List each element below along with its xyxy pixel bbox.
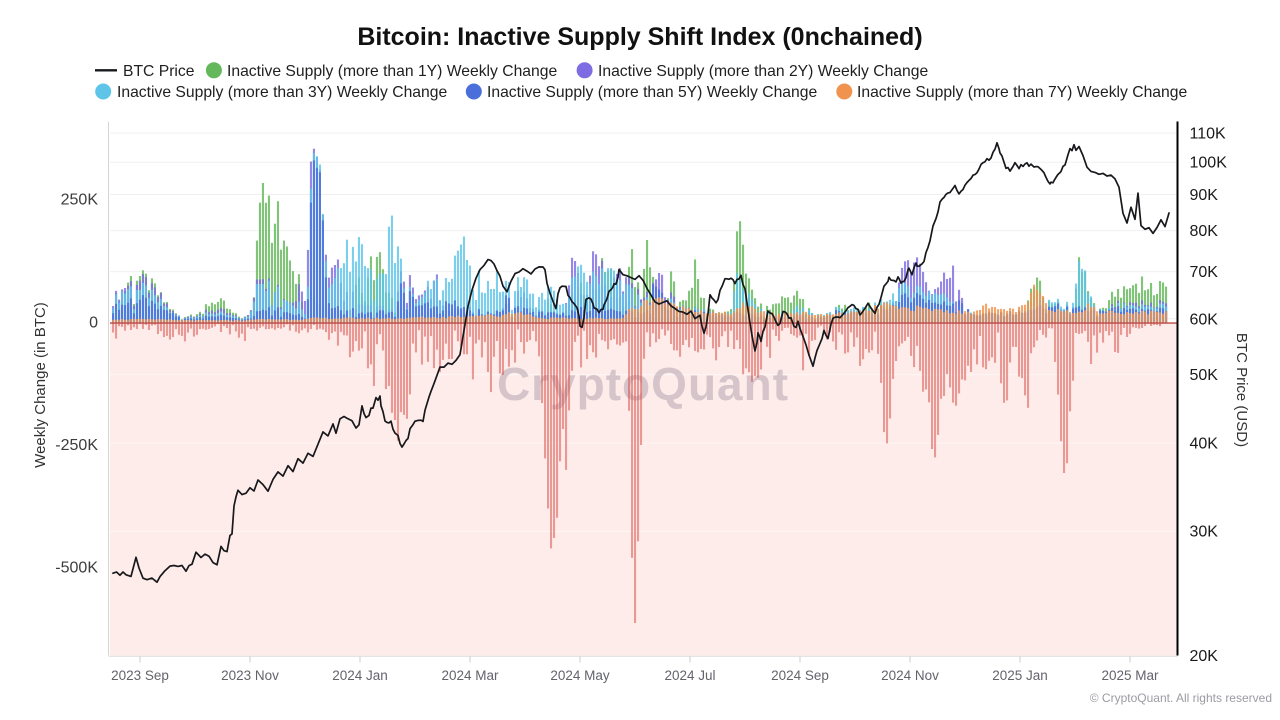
svg-text:2023 Nov: 2023 Nov xyxy=(221,668,279,683)
svg-text:110K: 110K xyxy=(1190,126,1227,143)
svg-text:100K: 100K xyxy=(1190,155,1228,172)
svg-text:2024 May: 2024 May xyxy=(550,668,610,683)
svg-text:40K: 40K xyxy=(1190,436,1219,453)
svg-text:2024 Jan: 2024 Jan xyxy=(332,668,388,683)
svg-text:20K: 20K xyxy=(1190,648,1219,665)
svg-text:2024 Jul: 2024 Jul xyxy=(664,668,715,683)
svg-text:80K: 80K xyxy=(1190,223,1219,240)
svg-text:Inactive Supply (more than 5Y): Inactive Supply (more than 5Y) Weekly Ch… xyxy=(487,84,817,101)
svg-text:BTC Price: BTC Price xyxy=(123,63,195,80)
svg-text:-250K: -250K xyxy=(55,437,98,454)
svg-text:Weekly Change (in BTC): Weekly Change (in BTC) xyxy=(32,302,49,468)
svg-text:2024 Mar: 2024 Mar xyxy=(441,668,499,683)
svg-text:2025 Jan: 2025 Jan xyxy=(992,668,1048,683)
svg-text:2024 Nov: 2024 Nov xyxy=(881,668,939,683)
svg-text:-500K: -500K xyxy=(55,559,98,576)
svg-text:250K: 250K xyxy=(61,191,99,208)
svg-text:2025 Mar: 2025 Mar xyxy=(1101,668,1159,683)
svg-text:Inactive Supply (more than 7Y): Inactive Supply (more than 7Y) Weekly Ch… xyxy=(857,84,1187,101)
svg-text:30K: 30K xyxy=(1190,524,1219,541)
svg-text:BTC Price (USD): BTC Price (USD) xyxy=(1233,333,1250,447)
svg-text:60K: 60K xyxy=(1190,311,1219,328)
svg-text:2024 Sep: 2024 Sep xyxy=(771,668,829,683)
svg-text:0: 0 xyxy=(89,314,98,331)
svg-text:90K: 90K xyxy=(1190,187,1219,204)
svg-text:Bitcoin: Inactive Supply Shift: Bitcoin: Inactive Supply Shift Index (0n… xyxy=(357,23,922,51)
svg-text:Inactive Supply (more than 3Y): Inactive Supply (more than 3Y) Weekly Ch… xyxy=(117,84,447,101)
svg-text:© CryptoQuant. All rights rese: © CryptoQuant. All rights reserved xyxy=(1090,691,1272,705)
svg-text:2023 Sep: 2023 Sep xyxy=(111,668,169,683)
svg-text:50K: 50K xyxy=(1190,367,1219,384)
svg-text:Inactive Supply (more than 1Y): Inactive Supply (more than 1Y) Weekly Ch… xyxy=(227,63,557,80)
svg-text:Inactive Supply (more than 2Y): Inactive Supply (more than 2Y) Weekly Ch… xyxy=(598,63,928,80)
svg-text:70K: 70K xyxy=(1190,264,1219,281)
